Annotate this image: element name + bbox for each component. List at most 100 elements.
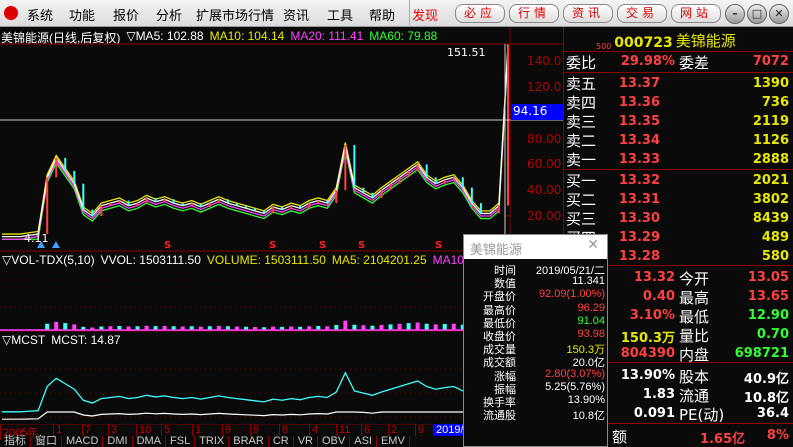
menu-tools[interactable]: 工具 — [327, 9, 354, 24]
tab-asi[interactable]: ASI — [350, 436, 377, 447]
tooltip-value: 150.3万 — [566, 344, 605, 357]
date-axis: 2005年 1 7 3 10 5 1 9 9 8 4 11 6 2 9 2019… — [0, 424, 470, 440]
volume-bar — [243, 326, 248, 330]
tooltip-row: 涨幅 2.80(3.07%) — [464, 367, 607, 383]
menu-function[interactable]: 功能 — [69, 9, 96, 24]
date-tick: 9 — [222, 424, 231, 436]
menu-discover[interactable]: 发现 — [412, 9, 439, 24]
tooltip-row: 最低价 91.04 — [464, 315, 607, 330]
news-button[interactable]: 资讯 — [563, 4, 613, 23]
app-logo-icon — [4, 6, 18, 20]
date-tick: 3 — [108, 424, 117, 436]
close-icon[interactable]: ✕ — [587, 237, 599, 253]
amount-percent: 8% — [766, 428, 789, 443]
sell-label: 卖一 — [566, 151, 597, 169]
volume-bar — [72, 324, 77, 330]
date-tick: 9 — [250, 424, 259, 436]
tab-dma[interactable]: DMA — [133, 436, 167, 447]
menu-quote[interactable]: 报价 — [113, 9, 140, 24]
buy-price: 13.29 — [618, 230, 660, 245]
tooltip-row: 开盘价 92.09(1.00%) — [464, 288, 607, 303]
market-button[interactable]: 行情 — [509, 4, 559, 23]
tab-trix[interactable]: TRIX — [195, 436, 230, 447]
close-icon[interactable]: ✕ — [769, 4, 789, 24]
tooltip-value: 96.29 — [577, 301, 605, 314]
tab-macd[interactable]: MACD — [62, 436, 104, 447]
vol-header: ▽VOL-TDX(5,10) — [2, 253, 95, 267]
buy-volume: 8439 — [752, 211, 789, 226]
tooltip-key: 振幅 — [494, 382, 516, 396]
mcst-value: MCST: 14.87 — [51, 333, 121, 347]
menu-info[interactable]: 资讯 — [283, 9, 310, 24]
volume-bar — [361, 325, 366, 330]
volume-bar — [289, 326, 294, 330]
buy-signal-icon — [52, 241, 60, 248]
stat-value-2: 13.65 — [747, 289, 789, 304]
tab-obv[interactable]: OBV — [318, 436, 351, 447]
y-tick-label: 40.00 — [527, 183, 562, 198]
menu-system[interactable]: 系统 — [27, 9, 54, 24]
volume-bar — [379, 325, 384, 330]
buy-volume: 3802 — [752, 192, 789, 207]
menu-analysis[interactable]: 分析 — [156, 9, 183, 24]
stat-label: 内盘 — [679, 346, 710, 364]
volume-bar — [334, 325, 339, 330]
volume-bar — [225, 326, 230, 330]
tab-brar[interactable]: BRAR — [229, 436, 269, 447]
tooltip-row: 最高价 96.29 — [464, 301, 607, 317]
tab-dmi[interactable]: DMI — [103, 436, 133, 447]
volume-bar — [298, 326, 303, 330]
volume-bar — [262, 327, 267, 330]
buy-price: 13.32 — [618, 173, 660, 188]
tab-vr[interactable]: VR — [294, 436, 318, 447]
volume-bar — [99, 326, 104, 330]
market-code: 500 — [596, 42, 612, 51]
maximize-icon[interactable]: □ — [747, 4, 767, 24]
signal-marker: S — [164, 240, 171, 251]
tooltip-row: 换手率 13.90% — [464, 394, 607, 409]
volume-bar — [460, 324, 465, 330]
stock-name: 美锦能源 — [675, 32, 736, 50]
fund-value: 0.091 — [633, 406, 675, 421]
mcst-price-line — [2, 369, 509, 413]
tab-cr[interactable]: CR — [269, 436, 294, 447]
volume-bar — [451, 323, 456, 330]
tooltip-key: 涨幅 — [494, 369, 516, 383]
menu-extended-market[interactable]: 扩展市场行情 — [196, 9, 275, 24]
sell-price: 13.37 — [618, 76, 660, 91]
sell-price: 13.36 — [618, 95, 660, 110]
tooltip-value: 92.09(1.00%) — [538, 288, 605, 301]
menu-help[interactable]: 帮助 — [369, 9, 396, 24]
volume-value: VOLUME: 1503111.50 — [206, 253, 326, 267]
buy-price: 13.30 — [618, 211, 660, 226]
tab-fsl[interactable]: FSL — [166, 436, 196, 447]
minimize-icon[interactable]: – — [725, 4, 745, 24]
volume-bar — [352, 324, 357, 330]
tooltip-key: 数值 — [494, 277, 516, 291]
tooltip-key: 最低价 — [483, 316, 516, 330]
crosshair-value: 94.16 — [511, 104, 563, 120]
tab-emv[interactable]: EMV — [377, 436, 410, 447]
y-tick-label: 80.00 — [527, 131, 562, 146]
fund-value-2: 10.8亿 — [743, 391, 789, 406]
buy-label: 买三 — [566, 210, 597, 228]
mcst-header: ▽MCST — [2, 333, 46, 347]
tooltip-key: 流通股 — [483, 409, 516, 423]
bing-button[interactable]: 必应 — [455, 4, 505, 23]
tab-window[interactable]: 窗口 — [31, 436, 62, 447]
tab-indicator[interactable]: 指标 — [0, 436, 31, 447]
tooltip-value: 2.80(3.07%) — [545, 367, 605, 380]
stat-value-2: 0.70 — [756, 327, 789, 342]
trade-button[interactable]: 交易 — [617, 4, 667, 23]
volume-bar — [415, 322, 420, 330]
date-tick: 5 — [161, 424, 170, 436]
fund-label: PE(动) — [679, 406, 725, 424]
chart-title: 美锦能源(日线,后复权) — [1, 31, 121, 45]
sell-volume: 1390 — [752, 76, 789, 91]
signal-marker: S — [435, 240, 442, 251]
volume-bar — [271, 326, 276, 330]
tooltip-titlebar[interactable]: 美锦能源 ✕ — [464, 235, 607, 259]
y-tick-label: 20.00 — [527, 209, 562, 223]
website-button[interactable]: 网站 — [671, 4, 721, 23]
